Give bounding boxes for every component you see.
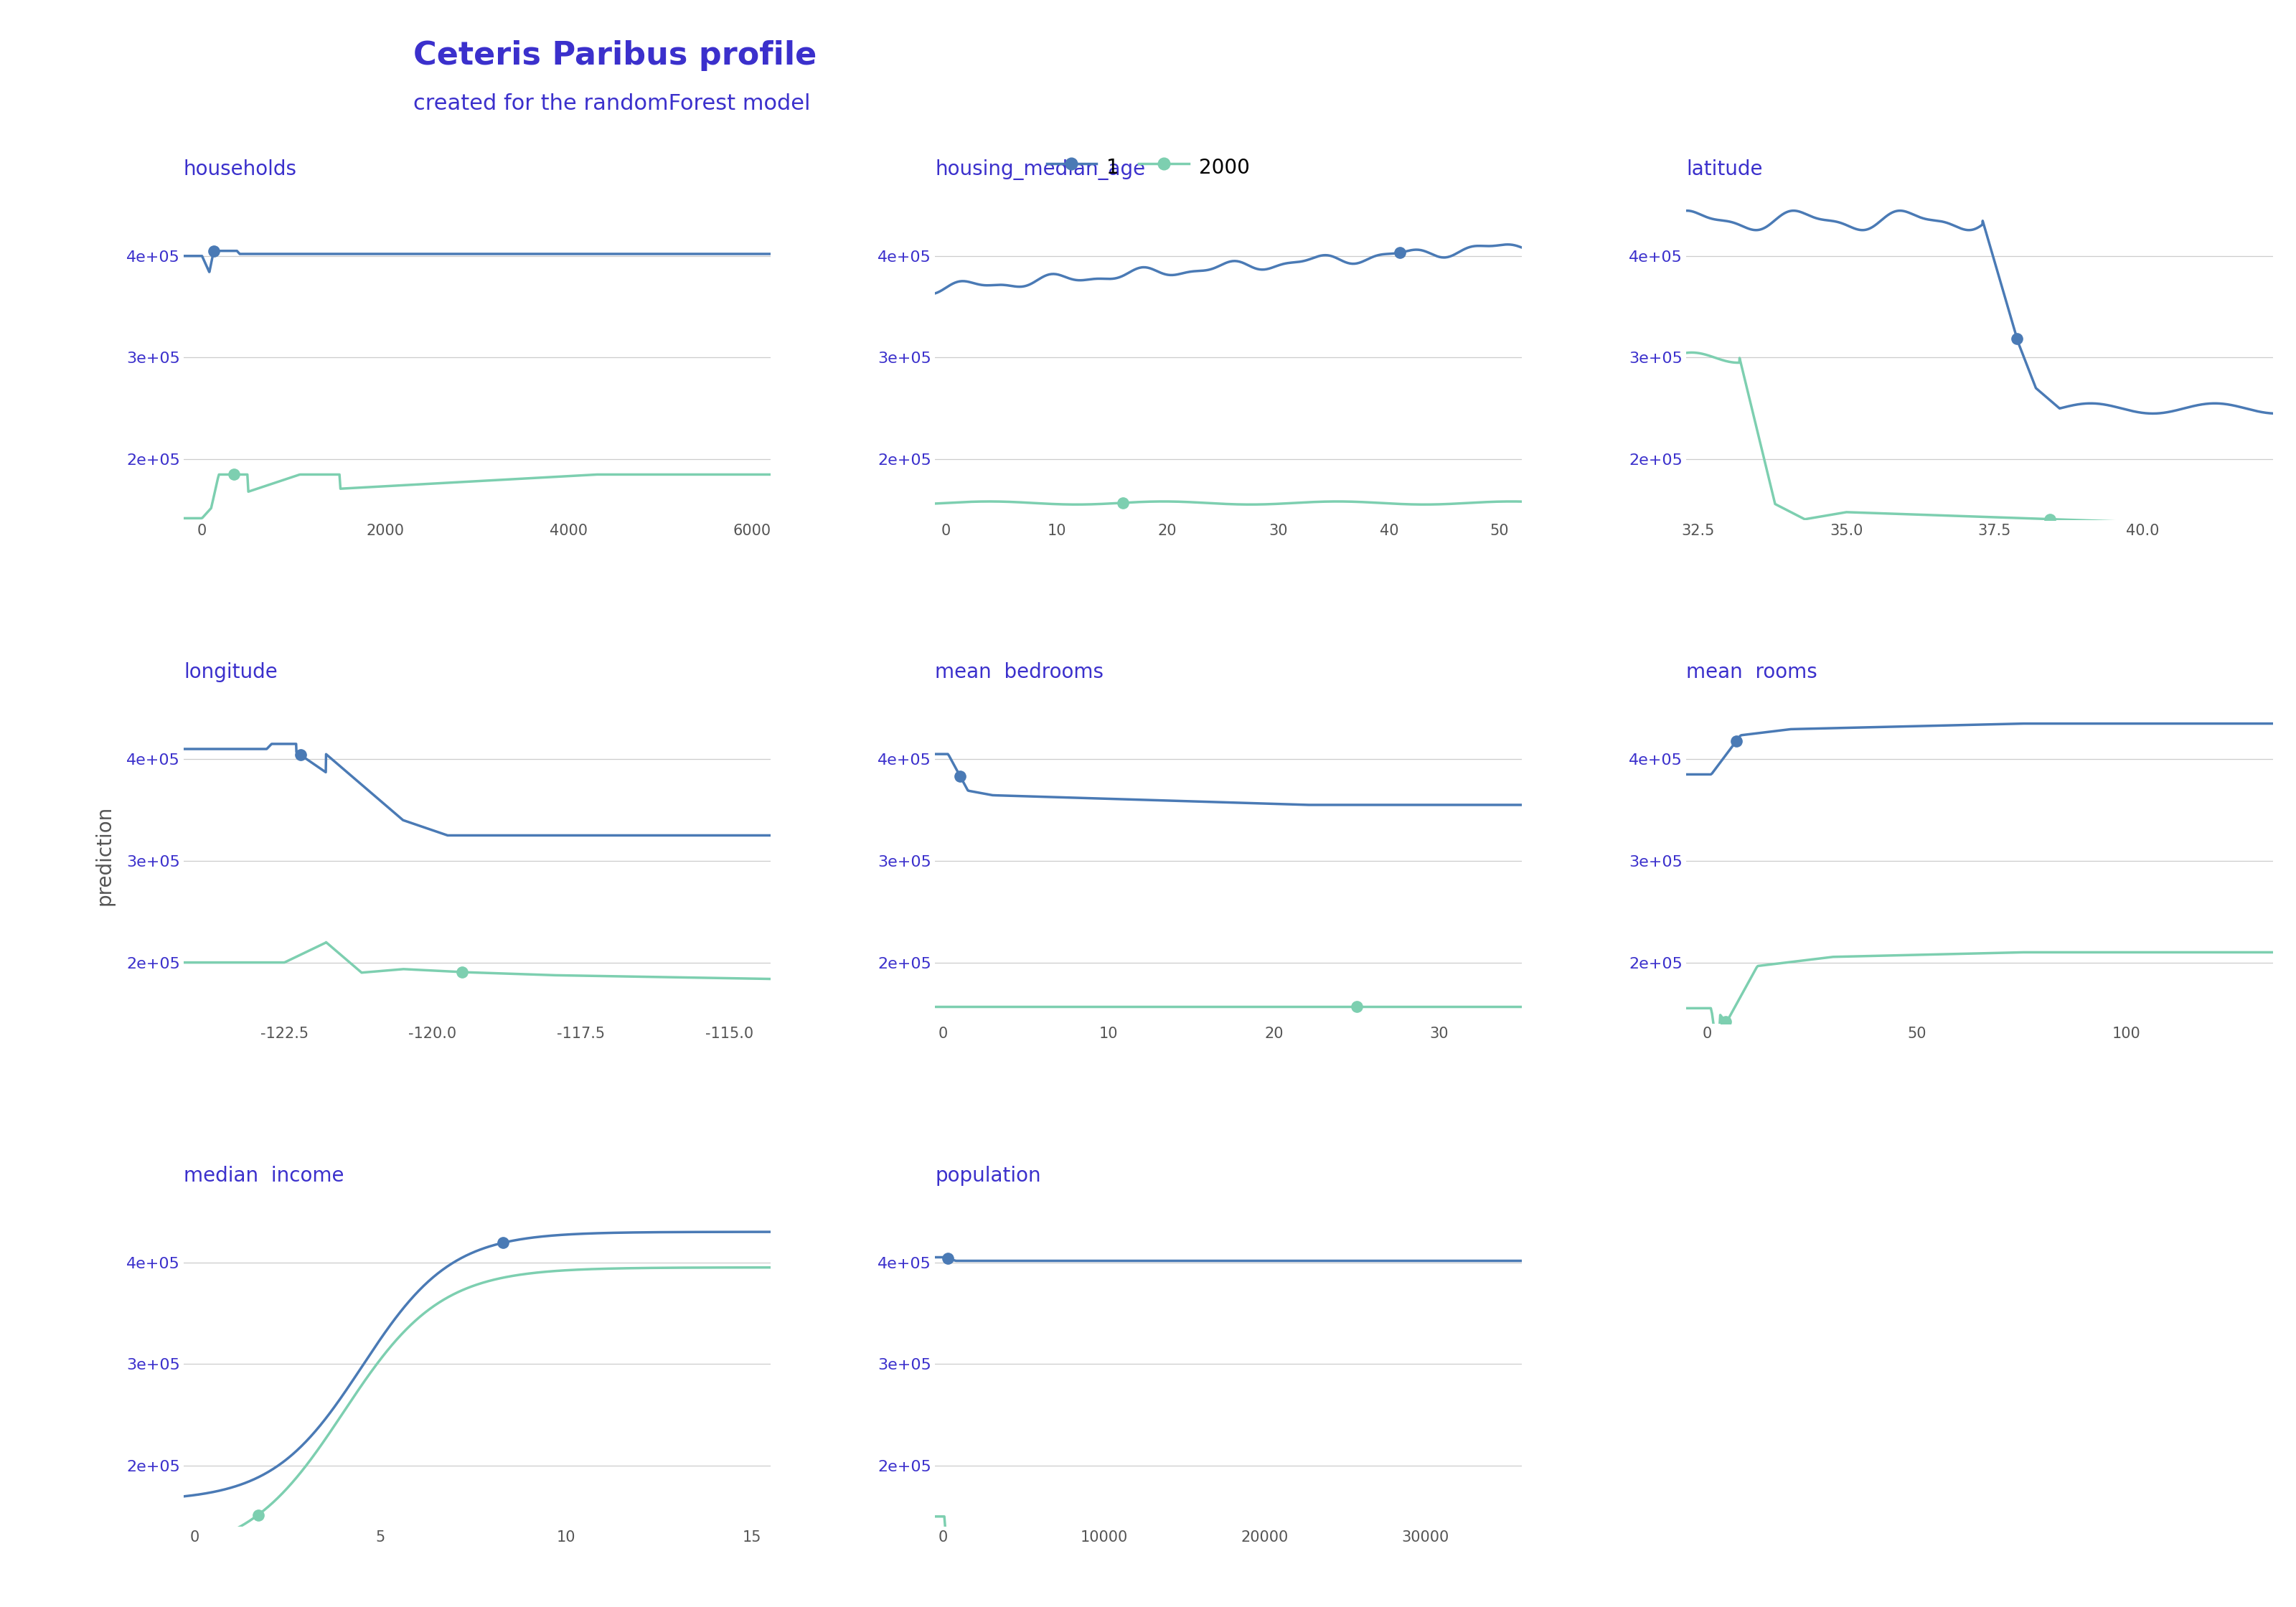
- Text: households: households: [184, 159, 296, 178]
- Text: housing_median_age: housing_median_age: [934, 159, 1146, 180]
- Text: population: population: [934, 1165, 1040, 1186]
- Text: latitude: latitude: [1685, 159, 1763, 178]
- Text: mean  bedrooms: mean bedrooms: [934, 662, 1104, 683]
- Y-axis label: prediction: prediction: [94, 805, 115, 906]
- Text: longitude: longitude: [184, 662, 278, 683]
- Text: Ceteris Paribus profile: Ceteris Paribus profile: [413, 40, 817, 71]
- Text: median  income: median income: [184, 1165, 344, 1186]
- Text: mean  rooms: mean rooms: [1685, 662, 1816, 683]
- Legend: 1, 2000: 1, 2000: [1038, 146, 1258, 186]
- Text: created for the randomForest model: created for the randomForest model: [413, 93, 810, 114]
